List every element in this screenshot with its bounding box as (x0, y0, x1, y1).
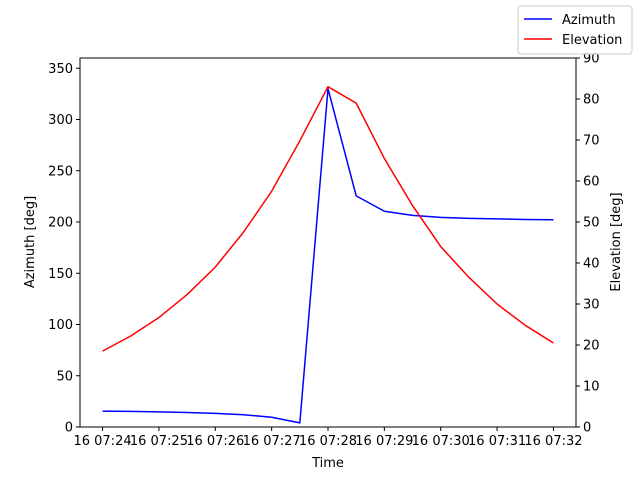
x-tick-label: 16 07:24 (73, 434, 131, 449)
plot-area (102, 85, 554, 424)
elevation-series-line (102, 85, 554, 352)
azimuth-series-line (102, 88, 554, 424)
y-left-tick-label: 200 (48, 216, 73, 231)
x-tick-label: 16 07:30 (412, 434, 470, 449)
x-tick-label: 16 07:27 (243, 434, 301, 449)
y-left-tick-label: 350 (48, 62, 73, 77)
x-tick-label: 16 07:29 (355, 434, 413, 449)
y-right-tick-label: 60 (583, 175, 600, 190)
legend-elevation-label: Elevation (562, 33, 622, 48)
y-right-tick-label: 10 (583, 380, 600, 395)
y-left-tick-label: 50 (56, 369, 73, 384)
x-tick-label: 16 07:25 (130, 434, 188, 449)
y-right-tick-label: 90 (583, 52, 600, 67)
x-axis-label: Time (311, 456, 344, 471)
y-right-tick-label: 30 (583, 298, 600, 313)
y-right-tick-label: 40 (583, 257, 600, 272)
y-right-tick-label: 50 (583, 216, 600, 231)
y-axis-left: 0 50 100 150 200 250 300 350 (48, 62, 80, 436)
legend-azimuth-label: Azimuth (562, 13, 616, 28)
legend: Azimuth Elevation (517, 5, 633, 55)
legend-box (517, 5, 633, 55)
y-right-tick-label: 70 (583, 134, 600, 149)
x-tick-label: 16 07:32 (524, 434, 582, 449)
y-left-tick-label: 300 (48, 113, 73, 128)
y-right-tick-label: 80 (583, 93, 600, 108)
y-axis-right-label: Elevation [deg] (609, 192, 624, 291)
x-tick-label: 16 07:26 (186, 434, 244, 449)
y-axis-left-label: Azimuth [deg] (23, 196, 38, 288)
y-left-tick-label: 100 (48, 318, 73, 333)
y-left-tick-label: 250 (48, 164, 73, 179)
y-right-tick-label: 0 (583, 421, 591, 436)
y-right-tick-label: 20 (583, 339, 600, 354)
y-axis-right: 0 10 20 30 40 50 60 70 80 90 (576, 52, 600, 436)
x-tick-label: 16 07:31 (468, 434, 526, 449)
y-left-tick-label: 150 (48, 267, 73, 282)
x-tick-label: 16 07:28 (299, 434, 357, 449)
y-left-tick-label: 0 (65, 421, 73, 436)
